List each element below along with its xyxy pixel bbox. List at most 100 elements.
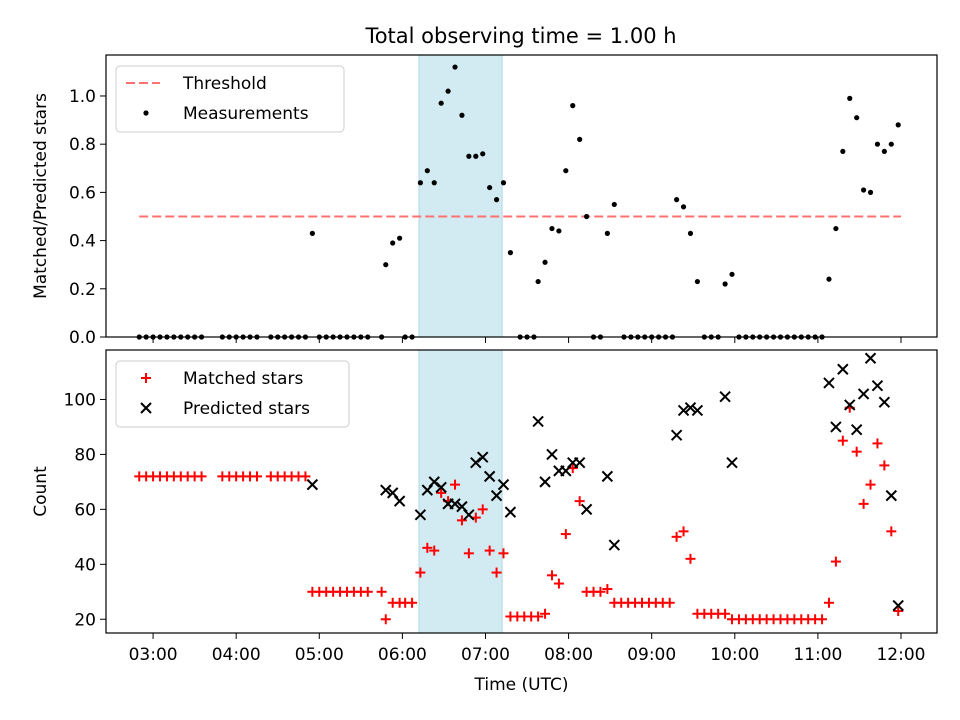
- measurement-point: [507, 250, 514, 256]
- measurement-point: [438, 100, 444, 106]
- matched-star-point: [376, 586, 387, 597]
- legend-matched-swatch: [141, 373, 151, 383]
- matched-star-point: [560, 529, 571, 540]
- measurement-point: [309, 230, 315, 236]
- measurement-point: [417, 180, 423, 186]
- matched-star-point: [491, 567, 502, 578]
- measurement-point: [431, 180, 437, 186]
- legend-label: Threshold: [182, 74, 267, 94]
- matched-star-point: [553, 578, 564, 589]
- predicted-star-point: [892, 599, 904, 612]
- matched-star-point: [546, 570, 557, 581]
- matched-star-point: [484, 545, 495, 556]
- x-tick-label: 06:00: [378, 645, 427, 665]
- measurement-point: [680, 204, 687, 210]
- predicted-star-point: [878, 396, 891, 408]
- x-tick-label: 03:00: [129, 645, 178, 665]
- measurement-point: [473, 153, 479, 159]
- x-tick-label: 07:00: [461, 645, 510, 665]
- measurement-point: [383, 262, 389, 268]
- y-tick-label: 100: [64, 390, 96, 410]
- measurement-point: [466, 153, 472, 159]
- predicted-star-point: [684, 401, 697, 414]
- plot-frame: [105, 349, 938, 634]
- predicted-star-point: [428, 476, 440, 488]
- predicted-star-point: [504, 506, 517, 518]
- y-tick-label: 0.0: [69, 328, 96, 348]
- chart-title: Total observing time = 1.00 h: [364, 24, 676, 48]
- matched-star-point: [300, 471, 311, 482]
- legend-label: Matched stars: [183, 369, 303, 389]
- matched-star-point: [685, 553, 696, 564]
- measurement-point: [611, 201, 617, 208]
- measurement-point: [840, 148, 846, 155]
- matched-star-point: [720, 608, 731, 619]
- predicted-star-point: [823, 377, 835, 389]
- x-axis-label: Time (UTC): [474, 675, 569, 695]
- x-tick-label: 05:00: [295, 645, 344, 665]
- predicted-star-point: [670, 429, 683, 441]
- measurement-point: [563, 168, 569, 174]
- predicted-star-point: [677, 404, 690, 417]
- predicted-star-point: [463, 509, 475, 521]
- y-axis-label: Matched/Predicted stars: [31, 93, 51, 299]
- plot-frame: [105, 54, 938, 338]
- matched-star-point: [456, 515, 467, 526]
- matched-star-point: [817, 614, 828, 625]
- predicted-star-point: [435, 481, 447, 494]
- x-tick-label: 11:00: [793, 645, 842, 665]
- measurement-point: [549, 225, 555, 232]
- matched-star-point: [436, 487, 447, 498]
- shaded-interval: [418, 349, 503, 634]
- measurement-point: [480, 151, 486, 157]
- predicted-star-point: [532, 415, 544, 428]
- predicted-star-point: [539, 476, 551, 488]
- measurement-point: [535, 278, 541, 285]
- predicted-star-point: [608, 539, 621, 551]
- legend-label: Measurements: [183, 104, 309, 124]
- y-tick-label: 0.4: [69, 232, 96, 252]
- matched-star-point: [463, 548, 474, 559]
- predicted-star-point: [719, 391, 731, 403]
- predicted-star-point: [477, 451, 489, 463]
- measurement-point: [867, 189, 874, 195]
- matched-star-point: [671, 531, 682, 542]
- y-tick-label: 80: [74, 445, 96, 465]
- predicted-star-point: [470, 456, 482, 469]
- measurement-point: [847, 95, 853, 101]
- measurement-point: [487, 184, 493, 191]
- measurement-point: [826, 276, 832, 282]
- top-panel: 0.0 0.2 0.4 0.6 0.8 1.0 Matched/Predicted star…: [31, 54, 938, 348]
- matched-star-point: [362, 586, 373, 597]
- matched-star-point: [830, 556, 841, 567]
- predicted-star-point: [393, 495, 406, 507]
- matched-star-point: [450, 479, 461, 490]
- shaded-interval: [418, 54, 503, 338]
- measurement-point: [604, 230, 610, 236]
- legend-box: [115, 65, 345, 133]
- matched-star-point: [893, 606, 904, 617]
- measurement-point: [874, 141, 881, 147]
- measurement-point: [556, 228, 562, 234]
- measurement-point: [459, 112, 465, 118]
- matched-star-point: [879, 460, 890, 471]
- legend: Matched stars Predicted stars: [115, 360, 350, 428]
- matched-star-point: [837, 435, 848, 446]
- x-tick-label: 08:00: [544, 645, 593, 665]
- matched-star-point: [823, 597, 834, 608]
- predicted-star-point: [546, 448, 558, 461]
- matched-star-point: [477, 504, 488, 515]
- predicted-star-point: [449, 498, 461, 510]
- predicted-star-point: [497, 478, 510, 491]
- measurement-point: [570, 103, 576, 109]
- measurement-point: [397, 235, 403, 241]
- y-tick-label: 0.8: [69, 135, 96, 155]
- measurement-point: [888, 141, 894, 147]
- predicted-star-point: [871, 380, 884, 392]
- y-tick-label: 20: [74, 610, 96, 630]
- measurement-point: [493, 197, 500, 203]
- y-tick-label: 60: [74, 500, 96, 520]
- predicted-star-point: [580, 503, 593, 516]
- measurement-point: [881, 148, 887, 155]
